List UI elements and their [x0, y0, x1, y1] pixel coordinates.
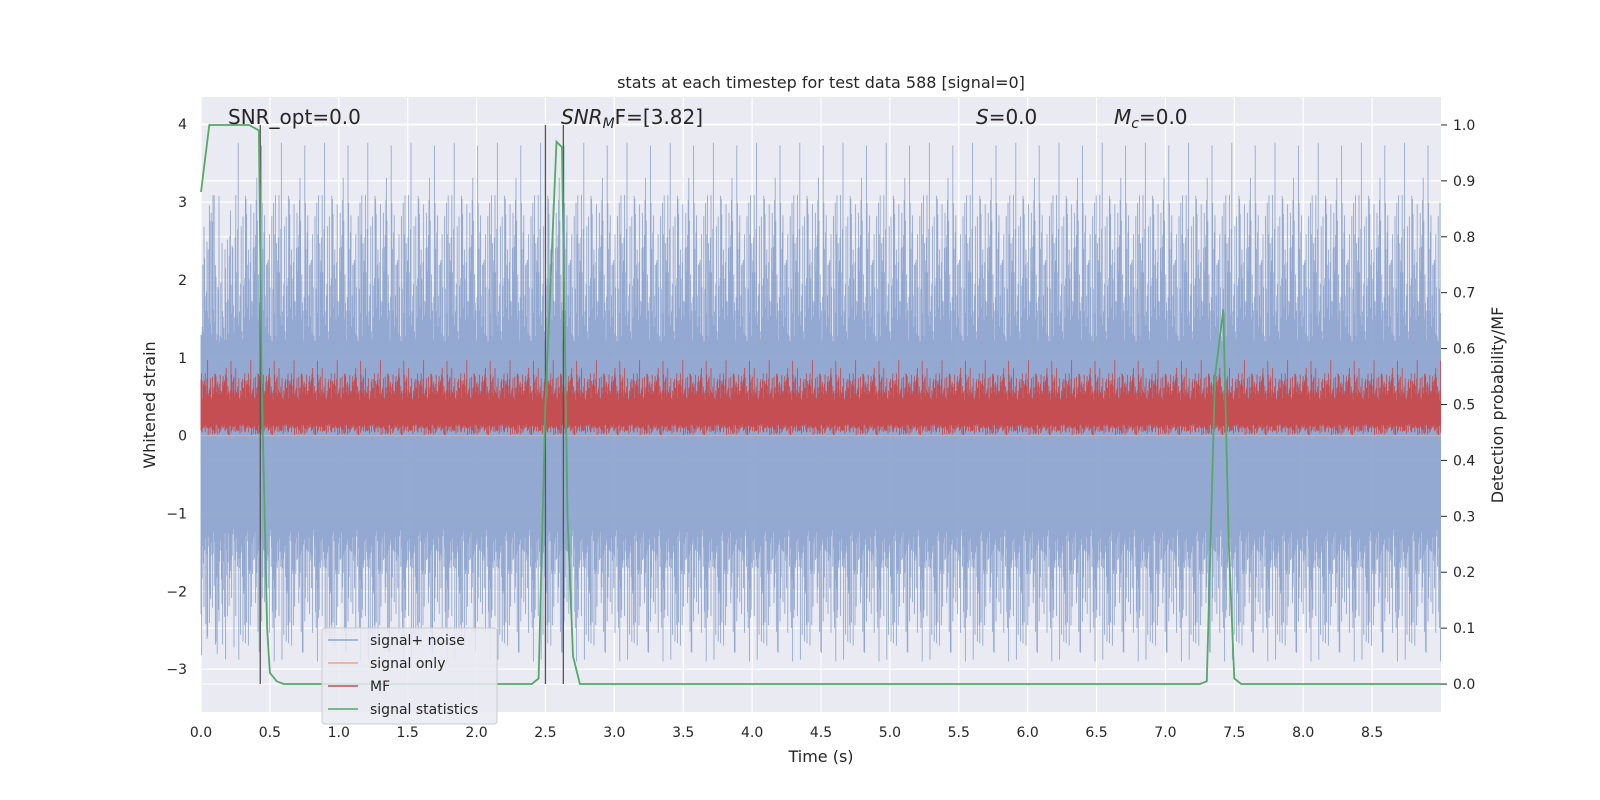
y2-tick-label: 0.0 — [1453, 677, 1475, 693]
y-tick-label: 2 — [178, 273, 187, 289]
annotation-snr-mf: SNRMF=[3.82] — [561, 105, 703, 132]
y2-tick-label: 1.0 — [1453, 118, 1475, 134]
y2-tick-labels: 1.0 0.9 0.8 0.7 0.6 0.5 0.4 0.3 0.2 0.1 0.0 — [1441, 118, 1475, 693]
x-tick-label: 6.5 — [1085, 725, 1107, 741]
x-tick-label: 2.5 — [534, 725, 556, 741]
y2-tick-label: 0.9 — [1453, 174, 1475, 190]
x-tick-label: 0.0 — [190, 725, 212, 741]
x-tick-label: 4.0 — [741, 725, 763, 741]
annotation-snr-opt: SNR_opt=0.0 — [228, 105, 361, 129]
legend-label-signal-only: signal only — [370, 656, 445, 672]
x-tick-label: 7.0 — [1154, 725, 1176, 741]
y-tick-label: 1 — [178, 351, 187, 367]
legend: signal+ noise signal only MF signal stat… — [321, 627, 498, 725]
y-tick-label: −3 — [166, 662, 187, 678]
y2-axis-label: Detection probability/MF — [1488, 307, 1507, 504]
x-tick-label: 6.0 — [1017, 725, 1039, 741]
y2-tick-label: 0.5 — [1453, 398, 1475, 414]
series-line-mf — [200, 360, 1442, 436]
y-tick-labels: 4 3 2 1 0 −1 −2 −3 — [166, 117, 187, 678]
x-tick-label: 5.5 — [948, 725, 970, 741]
series-signal-statistics — [200, 124, 1441, 685]
y2-tick-label: 0.3 — [1453, 509, 1475, 525]
y-tick-label: 3 — [178, 195, 187, 211]
x-tick-label: 0.5 — [259, 725, 281, 741]
x-tick-label: 1.0 — [328, 725, 350, 741]
chart-title: stats at each timestep for test data 588… — [617, 73, 1025, 92]
x-tick-label: 5.0 — [879, 725, 901, 741]
annotation-s: S=0.0 — [976, 105, 1037, 129]
annotation-mc: Mc=0.0 — [1114, 105, 1188, 132]
y2-tick-label: 0.4 — [1453, 453, 1475, 469]
y-tick-label: 0 — [178, 429, 187, 445]
y2-tick-label: 0.8 — [1453, 230, 1475, 246]
x-tick-label: 4.5 — [810, 725, 832, 741]
y2-tick-label: 0.7 — [1453, 286, 1475, 302]
legend-label-noise: signal+ noise — [370, 633, 465, 649]
y-tick-label: 4 — [178, 117, 187, 133]
y-tick-label: −1 — [166, 506, 187, 522]
x-tick-label: 3.0 — [603, 725, 625, 741]
y-axis-label: Whitened strain — [140, 341, 159, 468]
y-tick-label: −2 — [166, 584, 187, 600]
series-line-signal-statistics — [200, 124, 1441, 685]
y2-tick-label: 0.1 — [1453, 621, 1475, 637]
y2-tick-label: 0.6 — [1453, 342, 1475, 358]
x-tick-label: 1.5 — [397, 725, 419, 741]
x-tick-labels: 0.0 0.5 1.0 1.5 2.0 2.5 3.0 3.5 4.0 4.5 5.0 5.5 6.0 6… — [190, 725, 1383, 741]
x-tick-label: 2.0 — [465, 725, 487, 741]
x-tick-label: 8.5 — [1361, 725, 1383, 741]
y2-tick-label: 0.2 — [1453, 565, 1475, 581]
legend-box — [321, 627, 498, 725]
legend-label-mf: MF — [370, 679, 390, 695]
x-tick-label: 3.5 — [672, 725, 694, 741]
x-tick-label: 7.5 — [1223, 725, 1245, 741]
legend-label-signal-statistics: signal statistics — [370, 702, 478, 718]
x-tick-label: 8.0 — [1292, 725, 1314, 741]
series-mf — [200, 360, 1442, 436]
x-axis-label: Time (s) — [787, 747, 853, 766]
